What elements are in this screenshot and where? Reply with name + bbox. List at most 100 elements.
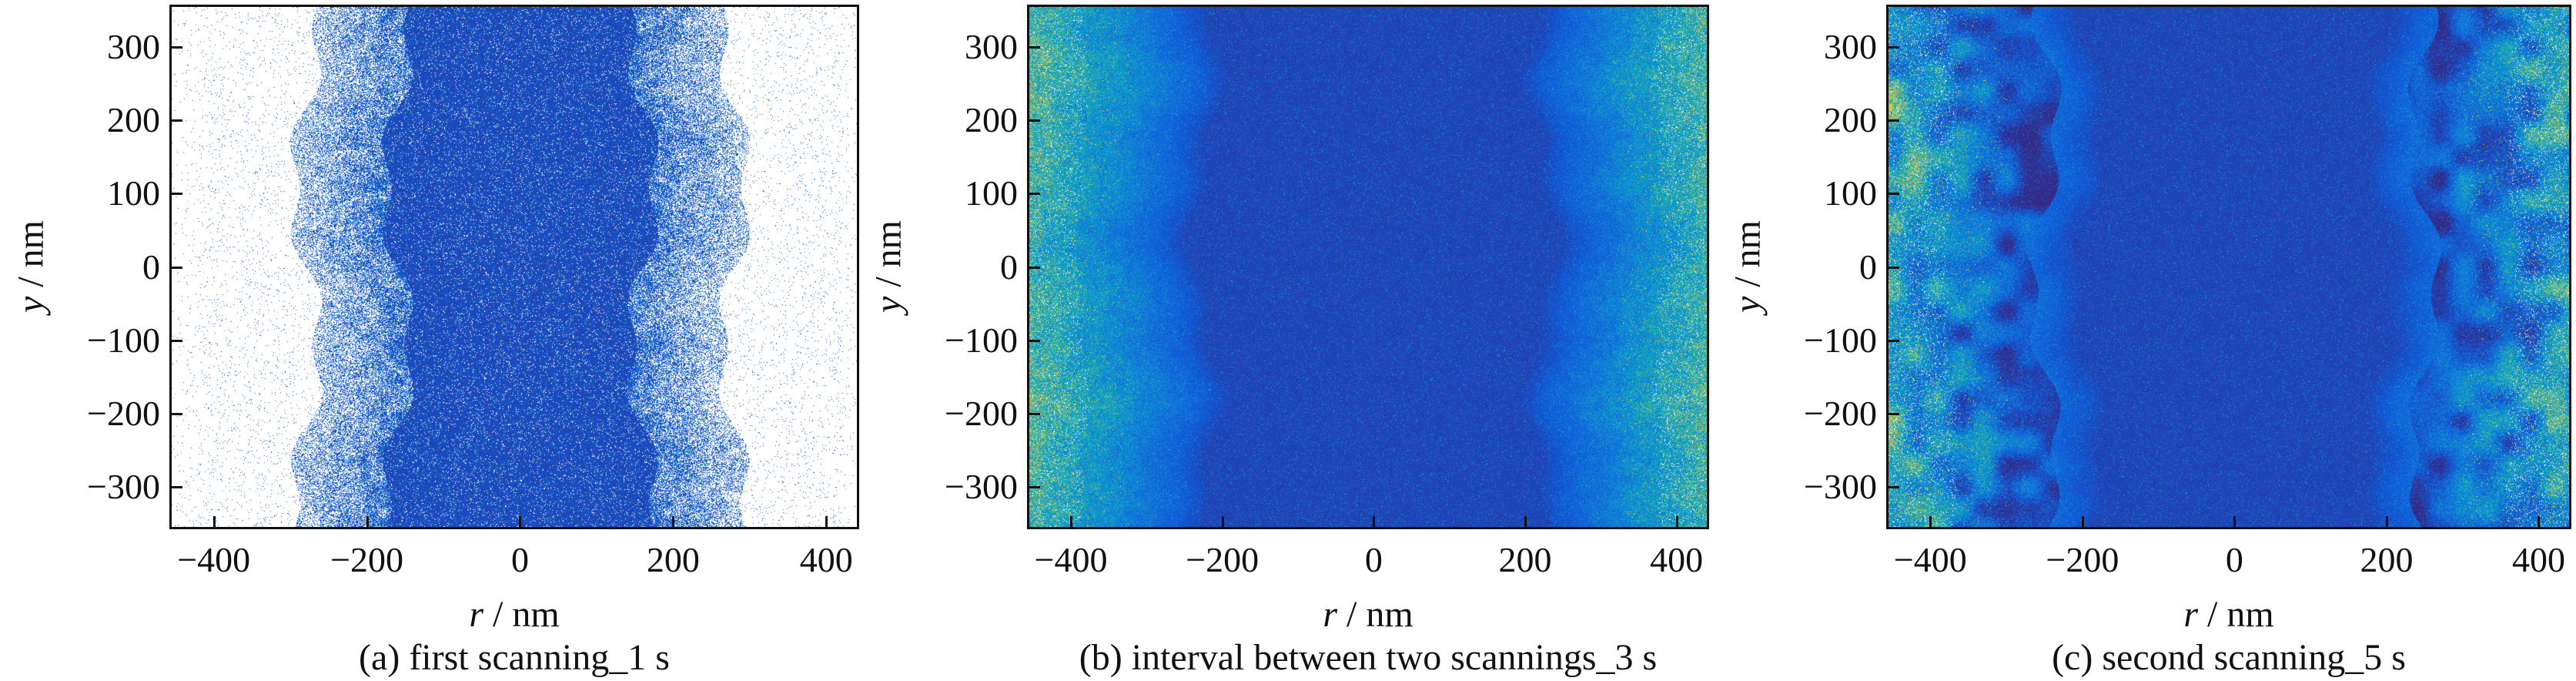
y-tick-mark xyxy=(1889,485,1899,488)
y-tick-label: 0 xyxy=(142,247,160,287)
y-axis-label: y / nm xyxy=(10,220,52,313)
y-tick-label: −300 xyxy=(1804,466,1877,506)
y-axis-unit: / nm xyxy=(1727,220,1768,297)
x-tick-label: 400 xyxy=(799,540,853,579)
y-axis-label: y / nm xyxy=(868,220,910,313)
scatter-points xyxy=(1889,7,2569,527)
x-tick-mark xyxy=(1929,516,1932,527)
y-tick-label: 200 xyxy=(1824,100,1877,140)
x-axis-unit: / nm xyxy=(1337,594,1413,635)
y-tick-mark xyxy=(1889,46,1899,49)
x-tick-mark xyxy=(519,516,522,527)
x-tick-mark xyxy=(1675,516,1678,527)
x-axis-variable: r xyxy=(2183,594,2199,635)
y-tick-mark xyxy=(1029,485,1040,488)
y-tick-mark xyxy=(172,46,182,49)
y-axis-variable: y xyxy=(868,296,909,313)
x-tick-mark xyxy=(1070,516,1073,527)
plot-area xyxy=(1027,5,1709,529)
y-axis-variable: y xyxy=(10,296,52,313)
x-tick-label: 0 xyxy=(510,540,529,579)
y-tick-label: −100 xyxy=(945,320,1018,360)
x-tick-mark xyxy=(2385,516,2388,527)
y-tick-mark xyxy=(1889,193,1899,196)
y-axis-unit: / nm xyxy=(868,220,909,297)
x-tick-mark xyxy=(672,516,675,527)
x-axis-label: r / nm xyxy=(469,593,559,636)
x-tick-label: −200 xyxy=(1186,540,1260,579)
y-tick-mark xyxy=(172,412,182,415)
y-tick-label: −100 xyxy=(1804,320,1877,360)
x-tick-mark xyxy=(1221,516,1224,527)
y-tick-mark xyxy=(1889,339,1899,342)
y-tick-label: 300 xyxy=(965,27,1018,67)
y-tick-label: 100 xyxy=(107,173,160,213)
y-axis-label: y / nm xyxy=(1727,220,1769,313)
y-tick-mark xyxy=(1029,46,1040,49)
x-axis-unit: / nm xyxy=(483,594,560,635)
y-tick-mark xyxy=(1029,119,1040,122)
y-tick-label: 0 xyxy=(1000,247,1018,287)
x-tick-label: 400 xyxy=(1650,540,1704,579)
x-tick-label: 0 xyxy=(2225,540,2243,579)
x-tick-mark xyxy=(2233,516,2236,527)
y-tick-mark xyxy=(172,339,182,342)
y-axis-unit: / nm xyxy=(10,220,52,297)
x-axis-unit: / nm xyxy=(2198,594,2274,635)
panel-caption: (c) second scanning_5 s xyxy=(2052,637,2406,678)
x-tick-label: −400 xyxy=(1034,540,1108,579)
y-tick-label: −100 xyxy=(87,320,160,360)
y-tick-mark xyxy=(1889,266,1899,269)
y-tick-mark xyxy=(1029,412,1040,415)
x-tick-mark xyxy=(366,516,369,527)
x-tick-mark xyxy=(825,516,828,527)
panel-caption: (a) first scanning_1 s xyxy=(359,637,670,678)
x-tick-label: −200 xyxy=(2046,540,2119,579)
x-axis-label: r / nm xyxy=(2183,593,2273,636)
panel-caption: (b) interval between two scannings_3 s xyxy=(1079,637,1658,678)
y-tick-mark xyxy=(1889,412,1899,415)
y-tick-label: −200 xyxy=(945,393,1018,433)
y-tick-mark xyxy=(1029,339,1040,342)
y-tick-mark xyxy=(172,266,182,269)
plot-area xyxy=(169,5,859,529)
x-tick-mark xyxy=(1373,516,1376,527)
y-tick-label: −200 xyxy=(87,393,160,433)
y-tick-mark xyxy=(1889,119,1899,122)
x-tick-mark xyxy=(2538,516,2541,527)
scatter-points xyxy=(1029,7,1707,527)
y-tick-label: 300 xyxy=(1824,27,1877,67)
x-tick-mark xyxy=(2081,516,2084,527)
y-tick-label: 300 xyxy=(107,27,160,67)
x-tick-mark xyxy=(212,516,216,527)
y-tick-label: 200 xyxy=(965,100,1018,140)
x-tick-label: 0 xyxy=(1364,540,1383,579)
y-tick-mark xyxy=(172,119,182,122)
x-tick-label: −400 xyxy=(177,540,251,579)
y-tick-label: −300 xyxy=(945,466,1018,506)
y-tick-label: 100 xyxy=(1824,173,1877,213)
y-tick-label: −300 xyxy=(87,466,160,506)
x-axis-variable: r xyxy=(1323,594,1338,635)
x-tick-mark xyxy=(1524,516,1527,527)
x-tick-label: 200 xyxy=(646,540,700,579)
y-tick-mark xyxy=(1029,193,1040,196)
y-tick-mark xyxy=(172,193,182,196)
x-tick-label: 400 xyxy=(2511,540,2565,579)
x-axis-variable: r xyxy=(469,594,484,635)
y-tick-label: 200 xyxy=(107,100,160,140)
y-tick-label: 0 xyxy=(1859,247,1877,287)
y-tick-mark xyxy=(1029,266,1040,269)
scatter-points xyxy=(172,7,857,527)
x-tick-label: −400 xyxy=(1893,540,1967,579)
plot-area xyxy=(1886,5,2571,529)
y-tick-label: 100 xyxy=(965,173,1018,213)
x-tick-label: 200 xyxy=(1498,540,1552,579)
x-tick-label: −200 xyxy=(330,540,404,579)
y-tick-label: −200 xyxy=(1804,393,1877,433)
y-axis-variable: y xyxy=(1727,296,1768,313)
x-axis-label: r / nm xyxy=(1323,593,1413,636)
x-tick-label: 200 xyxy=(2360,540,2414,579)
y-tick-mark xyxy=(172,485,182,488)
